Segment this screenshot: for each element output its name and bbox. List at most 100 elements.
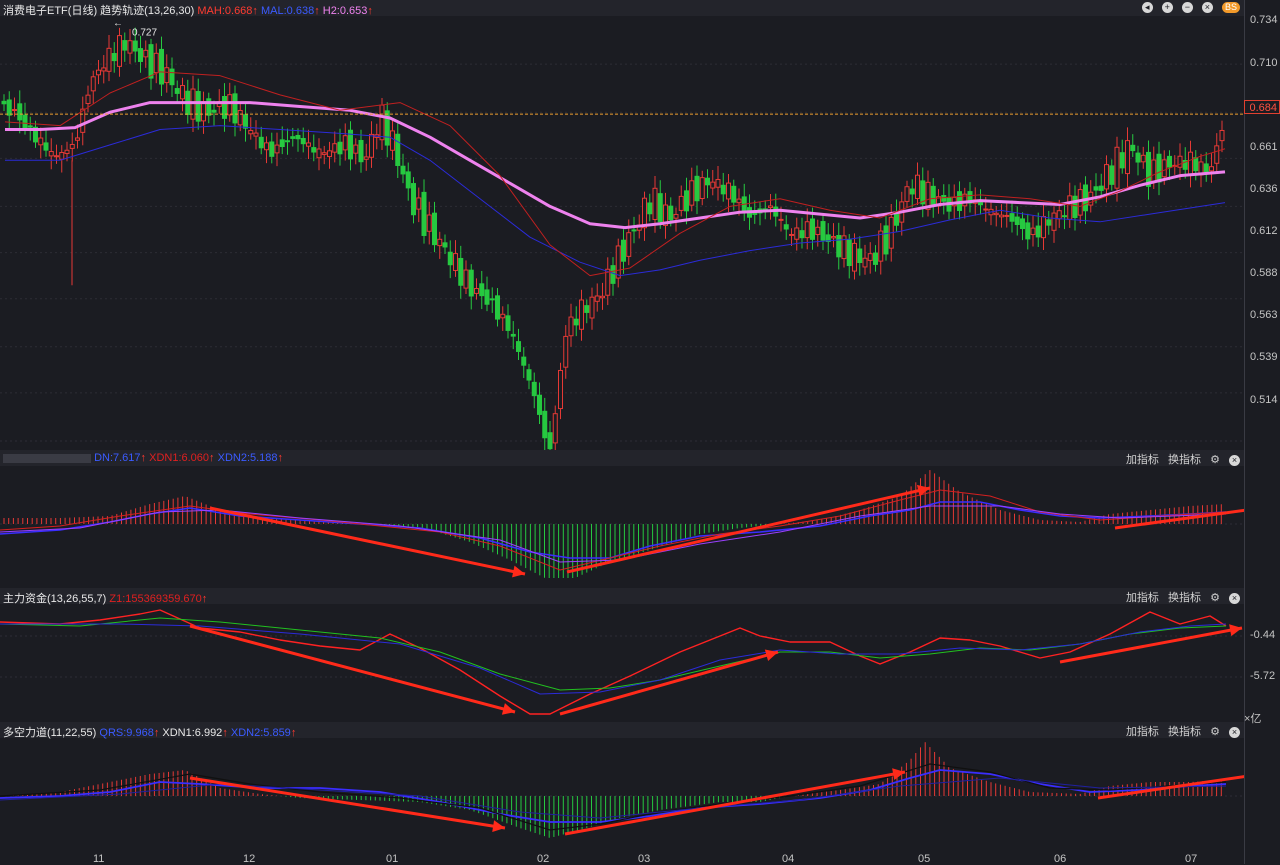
candle-down	[1182, 159, 1188, 170]
candle-up	[594, 295, 600, 302]
candle-down	[1014, 216, 1020, 225]
candle-down	[1072, 195, 1078, 218]
candle-up	[552, 413, 558, 444]
candle-up	[736, 198, 742, 204]
candle-up	[463, 269, 469, 289]
candle-down	[1109, 165, 1115, 185]
panel3-tools: 加指标 换指标 ⚙ ×	[1120, 723, 1240, 739]
candle-down	[468, 269, 474, 297]
candle-up	[1177, 155, 1183, 168]
trend-arrow-head	[916, 484, 930, 497]
candle-down	[978, 202, 983, 206]
z1-value: Z1:155369359.670	[109, 593, 202, 605]
trend-arrow	[564, 770, 906, 836]
add-indicator-button[interactable]: 加指标	[1125, 592, 1159, 604]
settings-gear-icon[interactable]: ⚙	[1210, 726, 1220, 738]
candle-up	[1140, 154, 1146, 163]
x-tick: 03	[638, 853, 651, 865]
candle-up	[558, 369, 563, 410]
candle-down	[148, 44, 154, 79]
trend-arrow	[566, 486, 931, 574]
zoom-out-icon[interactable]: −	[1181, 1, 1193, 13]
close-icon[interactable]: ×	[1229, 726, 1240, 738]
candle-up	[579, 299, 584, 330]
panel3-name[interactable]: 多空力道(11,22,55)	[3, 727, 97, 739]
candle-down	[1135, 152, 1141, 163]
candle-down	[285, 140, 290, 143]
candle-down	[873, 252, 878, 265]
trend-arrow-head	[1229, 624, 1242, 637]
candle-down	[43, 142, 49, 151]
candle-up	[962, 193, 968, 207]
candle-up	[416, 197, 422, 210]
trend-arrow	[1059, 626, 1243, 664]
candle-up	[993, 212, 999, 216]
panel2-name[interactable]: 主力资金(13,26,55,7)	[3, 593, 107, 605]
candle-up	[663, 204, 668, 226]
main-chart-header: 消费电子ETF(日线) 趋势轨迹(13,26,30) MAH:0.668↑ MA…	[0, 0, 1244, 17]
candle-down	[458, 257, 464, 286]
candle-up	[426, 214, 432, 232]
panel3-chart[interactable]	[0, 738, 1244, 850]
add-indicator-button[interactable]: 加指标	[1125, 726, 1159, 738]
candle-down	[883, 225, 889, 255]
xdn2-value: XDN2:5.859	[230, 727, 291, 739]
candle-up	[1125, 140, 1130, 175]
candle-down	[311, 147, 317, 153]
candle-up	[1104, 164, 1109, 190]
candle-up	[321, 152, 327, 155]
y-tick: 0.612	[1250, 225, 1278, 237]
candle-up	[227, 94, 233, 116]
candle-up	[264, 142, 269, 151]
candle-up	[106, 47, 112, 72]
candle-up	[48, 151, 54, 157]
candle-up	[1004, 214, 1010, 217]
candle-down	[668, 205, 674, 221]
candle-up	[306, 142, 311, 147]
up-arrow: ↑	[209, 452, 215, 464]
panel1-chart[interactable]	[0, 466, 1244, 588]
candle-down	[489, 298, 495, 301]
panel2-tools: 加指标 换指标 ⚙ ×	[1120, 589, 1240, 605]
candle-up	[699, 177, 705, 200]
close-icon[interactable]: ×	[1229, 454, 1240, 466]
candle-down	[621, 239, 626, 262]
panel2-header: 主力资金(13,26,55,7) Z1:155369359.670↑ 加指标 换…	[0, 588, 1244, 605]
candle-down	[222, 95, 227, 119]
candle-down	[1062, 215, 1067, 218]
indicator-name[interactable]: 趋势轨迹(13,26,30)	[100, 5, 195, 17]
up-arrow: ↑	[314, 5, 320, 17]
candle-up	[1188, 151, 1193, 176]
add-indicator-button[interactable]: 加指标	[1125, 454, 1159, 466]
x-tick: 01	[386, 853, 399, 865]
x-tick: 06	[1054, 853, 1067, 865]
candle-down	[531, 381, 537, 397]
blurred-label	[3, 453, 91, 463]
back-icon[interactable]: ◂	[1141, 1, 1153, 13]
candle-down	[442, 242, 448, 248]
mal-value: MAL:0.638	[260, 5, 315, 17]
switch-indicator-button[interactable]: 换指标	[1168, 454, 1201, 466]
candlestick-chart[interactable]: 0.727←←0.496	[0, 16, 1244, 450]
switch-indicator-button[interactable]: 换指标	[1168, 592, 1201, 604]
bs-badge[interactable]: BS	[1221, 1, 1240, 13]
trend-arrow	[189, 776, 506, 830]
panel2-chart[interactable]	[0, 604, 1244, 722]
candle-up	[983, 208, 989, 211]
zoom-in-icon[interactable]: +	[1161, 1, 1173, 13]
candle-up	[862, 257, 868, 268]
candle-down	[584, 305, 590, 313]
candle-down	[132, 40, 138, 52]
chart-title[interactable]: 消费电子ETF(日线)	[3, 5, 98, 17]
qrs-value: QRS:9.968	[99, 727, 154, 739]
close-icon[interactable]: ×	[1201, 1, 1213, 13]
candle-down	[122, 40, 128, 51]
settings-gear-icon[interactable]: ⚙	[1210, 592, 1220, 604]
candle-down	[1, 100, 7, 105]
candle-up	[316, 148, 322, 159]
xdn1-line	[0, 489, 1227, 571]
switch-indicator-button[interactable]: 换指标	[1168, 726, 1201, 738]
candle-down	[195, 91, 201, 122]
settings-gear-icon[interactable]: ⚙	[1210, 454, 1220, 466]
close-icon[interactable]: ×	[1229, 592, 1240, 604]
